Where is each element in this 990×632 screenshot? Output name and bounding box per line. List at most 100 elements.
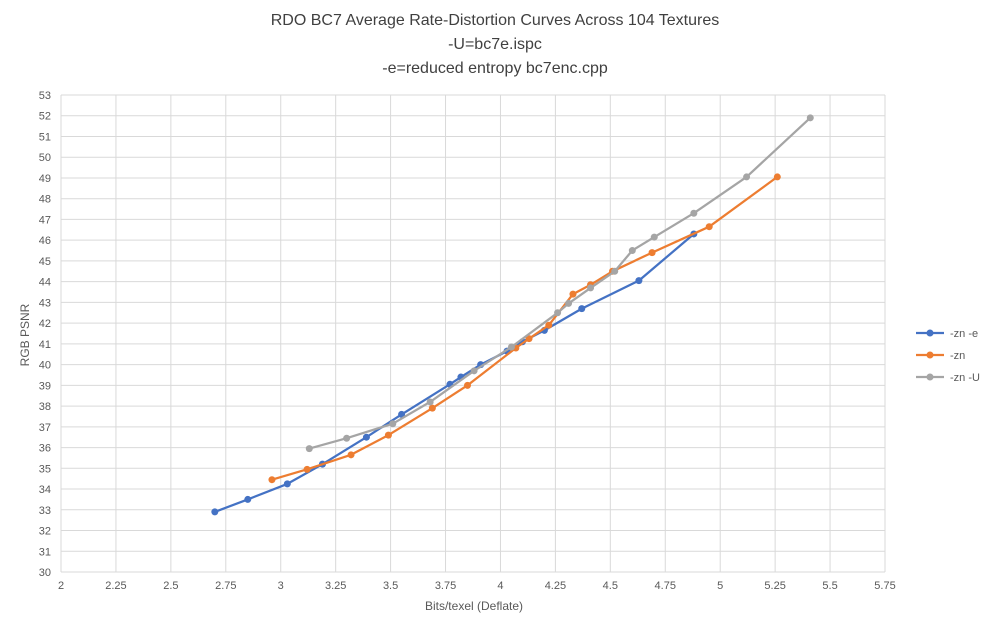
x-tick-label: 2.75: [215, 580, 236, 592]
data-point: [611, 267, 619, 275]
y-tick-label: 50: [39, 152, 51, 164]
x-tick-label: 4: [497, 580, 503, 592]
data-point: [464, 381, 472, 389]
data-point: [690, 209, 698, 217]
y-tick-label: 43: [39, 297, 51, 309]
data-point: [470, 367, 478, 375]
legend: -zn -e -zn -zn -U: [916, 328, 980, 384]
data-point: [545, 321, 553, 329]
y-tick-label: 44: [39, 277, 51, 289]
chart-subtitle-line-1: -U=bc7e.ispc: [448, 36, 542, 53]
data-point: [362, 433, 370, 441]
chart-subtitle-line-2: -e=reduced entropy bc7enc.cpp: [382, 60, 608, 77]
y-tick-label: 35: [39, 463, 51, 475]
series-lines: [211, 114, 814, 516]
series-2: [305, 114, 814, 453]
x-tick-label: 3.5: [383, 580, 398, 592]
y-tick-label: 45: [39, 256, 51, 268]
y-tick-label: 51: [39, 131, 51, 143]
y-tick-label: 36: [39, 443, 51, 455]
series-line: [271, 175, 778, 481]
y-tick-label: 31: [39, 546, 51, 558]
legend-marker: [926, 351, 934, 359]
x-tick-label: 4.75: [655, 580, 676, 592]
x-tick-label: 5.25: [764, 580, 785, 592]
data-point: [648, 249, 656, 257]
y-tick-label: 34: [39, 484, 51, 496]
data-point: [587, 284, 595, 292]
y-tick-label: 47: [39, 214, 51, 226]
x-tick-label: 3.25: [325, 580, 346, 592]
legend-label: -zn -U: [950, 372, 980, 384]
data-point: [635, 277, 643, 285]
y-tick-label: 46: [39, 235, 51, 247]
data-point: [389, 420, 397, 428]
data-point: [343, 434, 351, 442]
legend-entry: -zn -U: [916, 372, 980, 384]
data-point: [303, 465, 311, 473]
data-point: [554, 309, 562, 317]
y-tick-label: 38: [39, 401, 51, 413]
gridlines: [60, 94, 886, 573]
legend-entry: -zn: [916, 350, 965, 362]
y-tick-labels: 30 31 32 33 34 35 36 37 38 39 40 41 42 43 44 45 46 47 48 49…: [39, 90, 51, 579]
x-tick-label: 5: [717, 580, 723, 592]
x-tick-label: 5.75: [874, 580, 895, 592]
data-point: [211, 508, 219, 516]
y-tick-label: 49: [39, 173, 51, 185]
data-point: [244, 495, 252, 503]
data-point: [268, 476, 276, 484]
x-tick-label: 3.75: [435, 580, 456, 592]
data-point: [569, 290, 577, 298]
x-tick-label: 4.5: [603, 580, 618, 592]
data-point: [283, 480, 291, 488]
data-point: [305, 445, 313, 453]
x-tick-label: 2.5: [163, 580, 178, 592]
y-tick-label: 40: [39, 360, 51, 372]
data-point: [398, 410, 406, 418]
x-tick-label: 3: [278, 580, 284, 592]
y-tick-label: 53: [39, 90, 51, 102]
legend-marker: [926, 373, 934, 381]
y-tick-label: 30: [39, 567, 51, 579]
data-point: [426, 398, 434, 406]
data-point: [743, 173, 751, 181]
chart-title: RDO BC7 Average Rate-Distortion Curves A…: [270, 12, 720, 29]
y-tick-label: 52: [39, 111, 51, 123]
series-1: [268, 173, 781, 484]
y-axis-title: RGB PSNR: [18, 303, 32, 366]
y-tick-label: 37: [39, 422, 51, 434]
y-tick-label: 33: [39, 505, 51, 517]
data-point: [384, 431, 392, 439]
y-tick-label: 42: [39, 318, 51, 330]
series-0: [211, 230, 698, 516]
x-tick-label: 2.25: [105, 580, 126, 592]
y-tick-label: 48: [39, 194, 51, 206]
data-point: [507, 343, 515, 351]
x-tick-label: 4.25: [545, 580, 566, 592]
legend-label: -zn -e: [950, 328, 978, 340]
data-point: [650, 233, 658, 241]
data-point: [628, 247, 636, 255]
data-point: [773, 173, 781, 181]
x-tick-labels: 2 2.25 2.5 2.75 3 3.25 3.5 3.75 4 4.25 4.5 4.75 5 5.2…: [58, 580, 896, 592]
data-point: [565, 299, 573, 307]
legend-entry: -zn -e: [916, 328, 978, 340]
legend-label: -zn: [950, 350, 965, 362]
y-tick-label: 32: [39, 526, 51, 538]
data-point: [578, 305, 586, 313]
legend-marker: [926, 329, 934, 337]
data-point: [806, 114, 814, 122]
data-point: [347, 451, 355, 459]
y-tick-label: 41: [39, 339, 51, 351]
y-tick-label: 39: [39, 380, 51, 392]
data-point: [705, 223, 713, 231]
series-line: [214, 233, 695, 513]
x-axis-title: Bits/texel (Deflate): [425, 599, 523, 613]
data-point: [525, 335, 533, 343]
data-point: [428, 404, 436, 412]
x-tick-label: 2: [58, 580, 64, 592]
series-line: [308, 116, 812, 450]
